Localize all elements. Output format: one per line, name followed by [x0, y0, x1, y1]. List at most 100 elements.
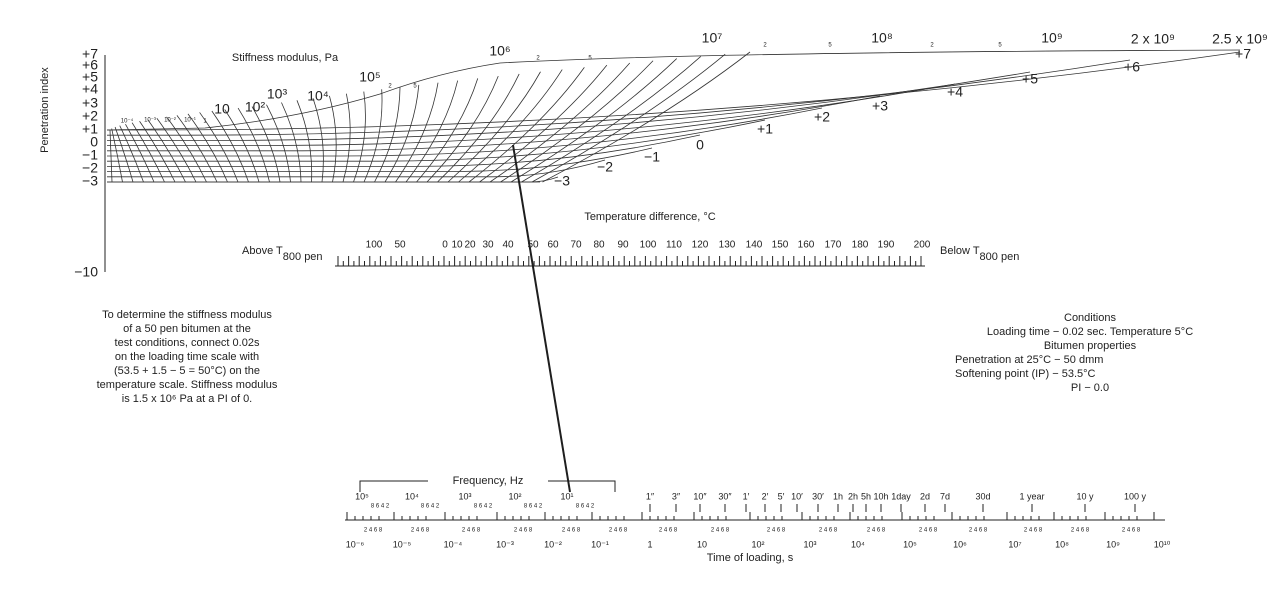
condition-line: PI − 0.0 — [1071, 382, 1109, 394]
time-minor-label: 2 4 6 8 — [1024, 528, 1043, 534]
stiffness-minor-label: 2 — [763, 43, 767, 49]
pi-tick-label: +6 — [82, 57, 98, 73]
time-label: 10⁻⁶ — [346, 539, 365, 549]
stiffness-minor-label: 2 — [930, 43, 934, 49]
time-label: 10⁻¹ — [591, 539, 609, 549]
stiffness-mesh — [106, 49, 1241, 183]
stiffness-line — [111, 128, 123, 183]
time-label: 10⁸ — [1055, 539, 1069, 549]
stiffness-label: 10⁻¹ — [184, 118, 196, 124]
frequency-minor-label: 8 6 4 2 — [421, 504, 440, 510]
frequency-minor-label: 8 6 4 2 — [576, 504, 595, 510]
stiffness-line — [281, 102, 302, 183]
stiffness-line — [237, 107, 270, 183]
stiffness-minor-label: 5 — [413, 84, 417, 90]
temp-label: 170 — [825, 240, 842, 251]
note-line: is 1.5 x 10⁶ Pa at a PI of 0. — [122, 393, 253, 405]
pi-curve-label: +5 — [1022, 71, 1038, 87]
duration-label: 2′ — [762, 491, 769, 501]
stiffness-label: 10 — [214, 101, 230, 117]
pi-tick-label: +1 — [82, 121, 98, 137]
pi-axis-label: Penetration index — [39, 67, 51, 153]
note-line: on the loading time scale with — [115, 351, 259, 363]
stiffness-line — [312, 97, 324, 183]
stiffness-line — [114, 126, 134, 183]
pi-line — [107, 95, 881, 152]
stiffness-line — [109, 129, 113, 183]
stiffness-line — [416, 78, 479, 183]
stiffness-line — [187, 113, 228, 183]
condition-line: Penetration at 25°C − 50 dmm — [955, 354, 1103, 366]
temp-label: 180 — [852, 240, 869, 251]
temp-label: 190 — [878, 240, 895, 251]
temp-label: 20 — [464, 240, 476, 251]
pi-line — [107, 134, 701, 167]
pi-line — [107, 51, 1241, 131]
time-minor-label: 2 4 6 8 — [514, 528, 533, 534]
time-minor-label: 2 4 6 8 — [711, 528, 730, 534]
pi-line — [107, 71, 1031, 141]
stiffness-minor-label: 5 — [828, 43, 832, 49]
frequency-minor-label: 8 6 4 2 — [371, 504, 390, 510]
time-label: 10 — [697, 539, 707, 549]
duration-label: 30d — [975, 491, 990, 501]
duration-label: 1day — [891, 491, 911, 501]
temp-label: 0 — [442, 240, 448, 251]
stiffness-line — [131, 122, 165, 183]
stiffness-minor-label: 5 — [998, 43, 1002, 49]
time-minor-label: 2 4 6 8 — [819, 528, 838, 534]
temp-label: 200 — [914, 240, 931, 251]
stiffness-label: 2.5 x 10⁹ — [1212, 31, 1268, 47]
time-minor-label: 2 4 6 8 — [1122, 528, 1141, 534]
pi-curve-label: −1 — [644, 149, 660, 165]
pi-tick-label: −2 — [82, 160, 98, 176]
time-label: 10⁹ — [1106, 539, 1120, 549]
stiffness-line — [125, 123, 155, 183]
pi-line — [107, 59, 1131, 136]
stiffness-label: 10⁸ — [871, 30, 893, 46]
pi-tick-label: 0 — [90, 134, 98, 150]
temp-label: 40 — [502, 240, 514, 251]
stiffness-minor-label: 2 — [536, 56, 540, 62]
temp-label: 50 — [527, 240, 539, 251]
below-label: Below T800 pen — [940, 245, 1019, 263]
time-label: 10⁻³ — [496, 539, 514, 549]
pi-tick-label: +7 — [82, 46, 98, 62]
temp-label: 140 — [746, 240, 763, 251]
envelope — [106, 49, 1241, 131]
frequency-label: 10³ — [458, 491, 471, 501]
stiffness-label: 10⁻⁴ — [121, 118, 134, 125]
note-line: To determine the stiffness modulus — [102, 309, 272, 321]
pi-tick-label: +3 — [82, 95, 98, 111]
stiffness-line — [395, 82, 439, 183]
stiffness-label: 1 — [203, 119, 207, 125]
time-minor-label: 2 4 6 8 — [609, 528, 628, 534]
stiffness-line — [224, 109, 260, 183]
pi-curve-label: +1 — [757, 121, 773, 137]
time-label: 10⁵ — [903, 539, 917, 549]
note-line: (53.5 + 1.5 − 5 = 50°C) on the — [114, 365, 260, 377]
stiffness-line — [426, 75, 499, 183]
time-label: 10⁷ — [1008, 539, 1021, 549]
pi-tick-label: +5 — [82, 69, 98, 85]
time-minor-label: 2 4 6 8 — [867, 528, 886, 534]
pi-tick-label: +4 — [82, 81, 98, 97]
duration-label: 1′ — [743, 491, 750, 501]
pi-tick-label: +2 — [82, 108, 98, 124]
frequency-minor-label: 8 6 4 2 — [474, 504, 493, 510]
frequency-label: 10⁵ — [355, 491, 369, 501]
stiffness-line — [211, 110, 249, 183]
stiffness-title: Stiffness modulus, Pa — [232, 52, 339, 64]
frequency-title: Frequency, Hz — [453, 475, 524, 487]
pi-curve-label: 0 — [696, 137, 704, 153]
pi-curve-label: +4 — [947, 84, 963, 100]
temp-label: 70 — [570, 240, 582, 251]
stiffness-label: 10⁷ — [702, 30, 723, 46]
stiffness-line — [521, 56, 702, 183]
stiffness-line — [479, 64, 608, 183]
duration-label: 2d — [920, 491, 930, 501]
temp-label: 120 — [692, 240, 709, 251]
above-label: Above T800 pen — [242, 245, 323, 263]
stiffness-line — [468, 67, 585, 183]
